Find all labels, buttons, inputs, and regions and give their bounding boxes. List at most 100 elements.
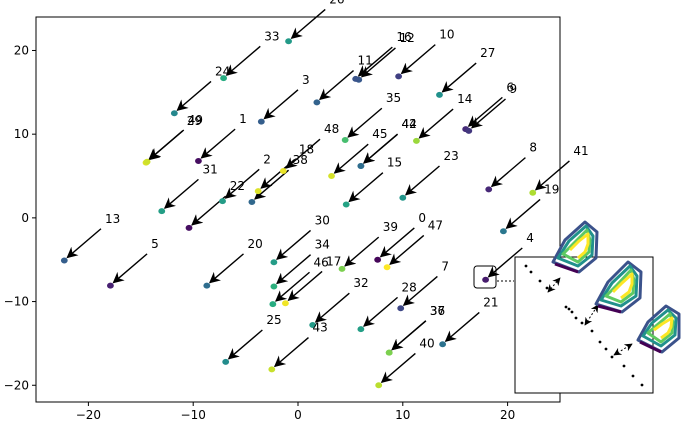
data-point-39 [338,265,346,272]
point-arrow [149,129,185,160]
point-arrow [276,254,312,285]
point-label-34: 34 [315,238,330,252]
point-arrow [389,234,425,265]
point-label-49: 49 [188,113,203,127]
data-point-20 [203,282,211,289]
data-point-21 [439,341,447,348]
data-points [60,38,537,389]
point-label-9: 9 [510,82,518,96]
point-arrow [287,270,323,301]
point-label-4: 4 [526,231,534,245]
point-arrow [490,157,526,188]
inset-trajectory-dots [524,264,644,387]
inset-shape-2 [594,260,643,314]
point-label-30: 30 [315,213,330,227]
zoom-source-box [473,265,497,289]
data-point-3 [257,118,265,125]
data-point-43 [268,366,276,373]
data-point-7 [397,305,405,312]
point-label-14: 14 [457,92,472,106]
point-arrow [404,165,440,196]
data-point-15 [342,201,350,208]
point-arrows [66,8,570,383]
data-point-26 [285,38,292,45]
point-arrow [379,227,415,258]
plot-area-frame [35,16,561,403]
point-label-7: 7 [441,259,449,273]
data-point-40 [375,382,383,389]
point-label-20: 20 [248,237,263,251]
data-point-24 [170,110,178,117]
point-label-22: 22 [230,179,245,193]
point-arrow [224,168,260,199]
point-label-42: 42 [402,117,417,131]
point-arrow [380,352,416,383]
data-point-37 [385,349,393,356]
point-arrow [225,45,261,76]
data-point-34 [270,283,278,290]
point-label-40: 40 [419,336,434,350]
data-point-47 [383,264,391,271]
data-point-30 [270,259,278,266]
data-point-49 [143,158,151,165]
point-arrow [363,133,399,164]
point-label-38: 38 [293,153,308,167]
point-arrow [276,229,312,260]
point-label-47: 47 [428,218,443,232]
point-label-29: 29 [187,114,202,128]
data-point-8 [485,186,493,193]
point-arrow [66,228,102,259]
x-tick-label: 0 [294,408,302,422]
point-label-48: 48 [324,122,339,136]
point-arrow [254,169,290,200]
point-label-1: 1 [239,112,247,126]
point-arrow [263,89,299,120]
data-point-10 [395,73,403,80]
inset-shape-3 [636,304,681,354]
x-tick-label: −10 [181,408,206,422]
data-point-23 [399,194,407,201]
point-label-13: 13 [105,212,120,226]
point-label-44: 44 [402,117,417,131]
point-arrow [470,98,506,129]
y-tick-label: 0 [21,211,29,225]
data-point-46 [269,301,277,308]
point-arrow [441,62,477,93]
y-tick-label: 10 [14,127,29,141]
data-point-1 [195,157,202,164]
point-label-2: 2 [263,152,271,166]
point-label-10: 10 [439,28,454,42]
point-arrow [273,337,309,368]
point-label-39: 39 [383,220,398,234]
data-point-31 [158,208,166,215]
point-label-31: 31 [202,162,217,176]
point-labels: 0123456789101112131415161718192021222324… [105,0,589,350]
data-point-38 [248,198,256,205]
point-arrow [200,128,236,159]
point-arrow [344,236,380,267]
data-point-9 [465,127,473,134]
point-label-25: 25 [266,313,281,327]
point-label-37: 37 [430,304,445,318]
data-point-11 [313,99,321,106]
point-label-8: 8 [529,141,537,155]
point-label-3: 3 [302,73,310,87]
point-arrow [348,172,384,203]
data-point-2 [219,198,226,205]
point-arrow [402,275,438,306]
point-label-6: 6 [506,80,514,94]
data-point-32 [309,322,317,328]
point-arrow [487,247,523,278]
y-tick-label: 20 [14,43,29,57]
point-arrow [319,70,354,101]
point-label-19: 19 [544,182,559,196]
data-point-16 [352,75,360,82]
zoom-inset [473,220,681,394]
point-arrow [444,311,480,342]
data-point-22 [185,224,193,231]
y-tick-label: −20 [4,378,29,392]
data-point-4 [482,276,489,283]
data-point-14 [413,137,420,144]
